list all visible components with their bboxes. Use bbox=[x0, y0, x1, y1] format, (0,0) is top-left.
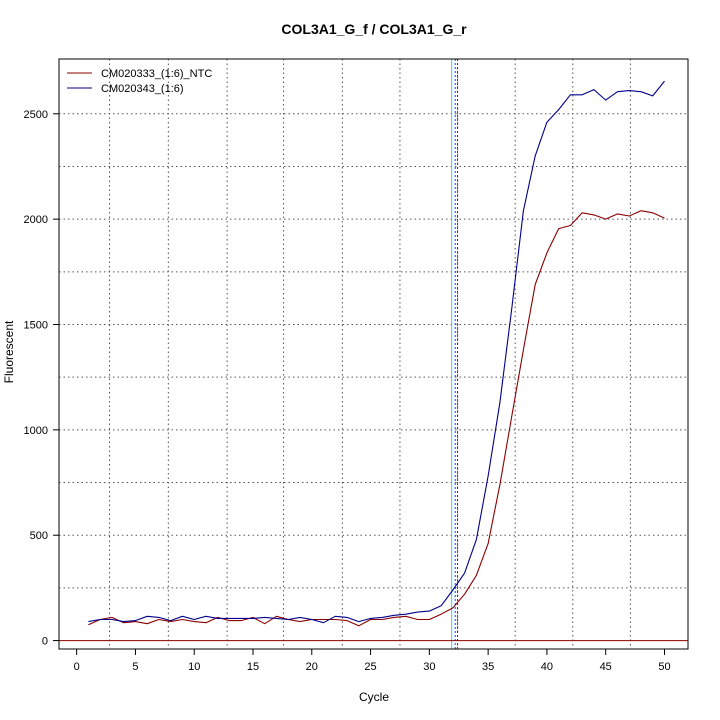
x-tick-label: 30 bbox=[423, 661, 435, 673]
x-tick-label: 10 bbox=[188, 661, 200, 673]
chart-title: COL3A1_G_f / COL3A1_G_r bbox=[281, 21, 467, 37]
y-axis-label: Fluorescent bbox=[2, 320, 16, 383]
y-tick-label: 2500 bbox=[24, 109, 48, 121]
x-tick-label: 40 bbox=[541, 661, 553, 673]
y-tick-label: 0 bbox=[42, 636, 48, 648]
x-tick-label: 35 bbox=[482, 661, 494, 673]
y-tick-label: 1000 bbox=[24, 425, 48, 437]
legend-label: CM020343_(1:6) bbox=[101, 83, 184, 95]
x-tick-label: 5 bbox=[132, 661, 138, 673]
x-axis-label: Cycle bbox=[359, 690, 389, 704]
y-tick-label: 1500 bbox=[24, 320, 48, 332]
x-tick-label: 0 bbox=[74, 661, 80, 673]
series-line bbox=[88, 80, 665, 624]
y-tick-label: 500 bbox=[30, 530, 48, 542]
series-line bbox=[88, 210, 665, 627]
y-tick-label: 2000 bbox=[24, 214, 48, 226]
data-series bbox=[88, 80, 665, 627]
x-tick-label: 50 bbox=[658, 661, 670, 673]
threshold-lines bbox=[59, 59, 688, 649]
plot-frame bbox=[58, 58, 689, 650]
x-tick-label: 20 bbox=[306, 661, 318, 673]
legend-label: CM020333_(1:6)_NTC bbox=[101, 68, 212, 80]
x-tick-label: 25 bbox=[364, 661, 376, 673]
legend: CM020333_(1:6)_NTC CM020343_(1:6) bbox=[67, 68, 212, 95]
x-tick-label: 45 bbox=[600, 661, 612, 673]
grid-lines bbox=[59, 59, 688, 649]
x-tick-label: 15 bbox=[247, 661, 259, 673]
